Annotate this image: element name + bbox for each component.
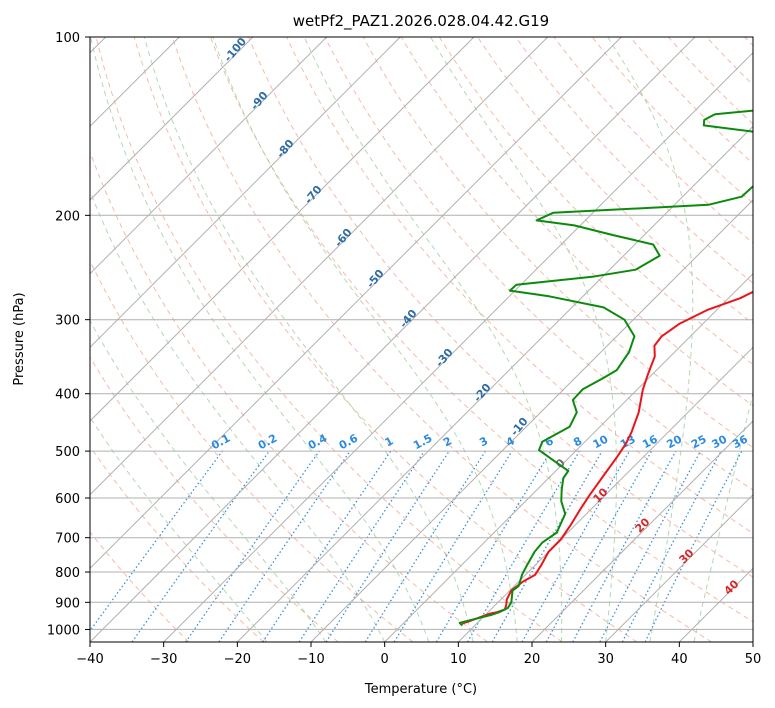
mixing-ratio-line [262, 450, 392, 642]
mixing-ratio-label: 10 [591, 432, 611, 451]
moist-adiabat-line [303, 37, 563, 642]
dry-adiabat-line [515, 37, 753, 284]
isotherm-line [310, 199, 753, 642]
x-tick-label: −30 [150, 652, 177, 667]
x-tick-label: 50 [745, 652, 762, 667]
isotherm-line [384, 272, 753, 642]
y-tick-label: 900 [55, 596, 80, 611]
dry-adiabat-line [95, 37, 563, 642]
mixing-ratio-line [644, 450, 743, 642]
dry-adiabat-line [400, 37, 753, 407]
y-tick-label: 200 [55, 209, 80, 224]
dewpoint-line [458, 109, 753, 627]
x-tick-label: −10 [297, 652, 324, 667]
mixing-ratio-line [572, 450, 677, 642]
dry-adiabat-line [90, 445, 264, 642]
y-tick-label: 800 [55, 566, 80, 581]
mixing-ratio-label: 30 [710, 432, 730, 451]
x-axis: −40 −30 −20 −10 0 10 20 30 40 50 [76, 642, 761, 667]
moist-adiabat-line [90, 189, 386, 642]
chart-title: wetPf2_PAZ1.2026.028.04.42.G19 [293, 12, 549, 31]
y-tick-label: 400 [55, 388, 80, 403]
isotherm-line [605, 493, 753, 642]
isotherm-line [236, 125, 753, 642]
isotherm-line [90, 37, 328, 275]
isotherm-line [163, 51, 753, 642]
temperature-line [461, 290, 753, 625]
mixing-ratio-line [545, 450, 653, 642]
moist-adiabat-line [90, 37, 430, 642]
x-tick-label: −40 [76, 652, 103, 667]
x-tick-label: −20 [224, 652, 251, 667]
plot-frame [89, 36, 754, 643]
dry-adiabat-line [171, 37, 712, 642]
mixing-ratio-line [521, 450, 631, 642]
isotherm-line [90, 37, 475, 422]
x-tick-label: 10 [450, 652, 467, 667]
dry-adiabat-line [90, 356, 339, 642]
moist-adiabat-line [430, 37, 617, 642]
x-tick-label: 40 [671, 652, 688, 667]
mixing-ratio-line [298, 450, 425, 642]
dry-adiabat-line [90, 531, 190, 642]
y-tick-label: 1000 [47, 623, 80, 638]
y-tick-label: 300 [55, 314, 80, 329]
isotherm-line [90, 37, 696, 642]
x-axis-label: Temperature (°C) [364, 682, 477, 697]
background-lines [90, 37, 753, 642]
mixing-ratio-line [325, 450, 450, 642]
mixing-ratio-label: 16 [640, 432, 660, 451]
x-tick-label: 20 [524, 652, 541, 667]
moist-adiabat-line [212, 37, 518, 642]
mixing-ratio-line [218, 450, 351, 642]
dry-adiabat-line [133, 37, 638, 642]
y-tick-label: 100 [55, 31, 80, 46]
y-tick-label: 500 [55, 445, 80, 460]
x-tick-label: 0 [381, 652, 389, 667]
dry-adiabat-line [248, 37, 753, 578]
y-tick-label: 600 [55, 492, 80, 507]
x-tick-label: 30 [597, 652, 614, 667]
moist-adiabat-line [607, 37, 694, 642]
mixing-ratio-label: 25 [689, 433, 709, 452]
isotherm-line [531, 420, 753, 642]
moist-adiabat-line [90, 416, 268, 642]
isotherm-line [90, 37, 622, 570]
isotherm-line [90, 37, 549, 496]
mixing-ratio-line [185, 450, 320, 642]
mixing-ratio-line [90, 450, 223, 632]
mixing-ratio-label: 20 [664, 432, 684, 451]
y-axis: 100 200 300 400 500 600 700 800 900 1000 [47, 31, 90, 638]
mixing-ratio-label: 36 [730, 432, 750, 451]
dry-adiabat-line [90, 150, 488, 642]
y-axis-label: Pressure (hPa) [12, 292, 27, 385]
sounding-series [458, 109, 753, 627]
isotherm-line [90, 37, 401, 349]
mixing-ratio-line [393, 450, 513, 642]
isotherm-line [90, 37, 254, 201]
y-tick-label: 700 [55, 532, 80, 547]
mixing-ratio-line [131, 450, 270, 642]
dry-adiabat-line [438, 37, 753, 366]
dry-adiabat-line [210, 37, 753, 623]
moist-adiabat-line [143, 37, 474, 642]
